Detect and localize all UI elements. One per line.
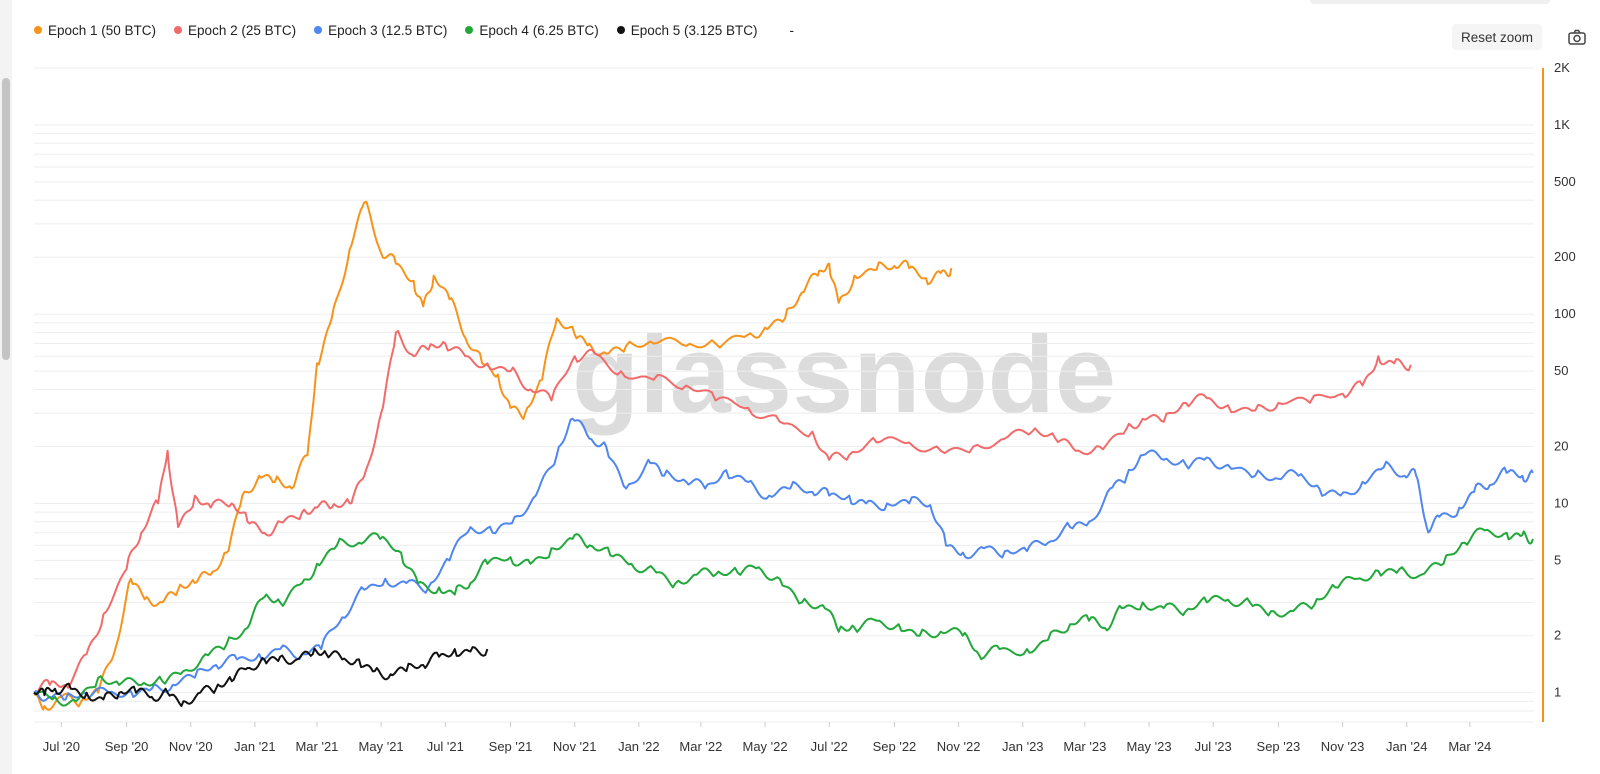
series-line-epoch3: [33, 417, 1534, 702]
legend-item-epoch3[interactable]: Epoch 3 (12.5 BTC): [314, 23, 447, 38]
scrollbar-thumb[interactable]: [2, 78, 10, 360]
y-tick-label: 2K: [1554, 60, 1570, 75]
x-tick-label: Jul '21: [427, 739, 464, 754]
x-tick-label: Jan '23: [1002, 739, 1044, 754]
legend-dot-epoch1: [34, 26, 42, 34]
top-panel-edge: [1310, 0, 1550, 4]
series-lines: [33, 200, 1534, 711]
x-tick-label: Jul '22: [811, 739, 848, 754]
x-axis: Jul '20 Sep '20 Nov '20 Jan '21 Mar '21 May '…: [43, 722, 1491, 754]
x-tick-label: Nov '22: [937, 739, 981, 754]
y-tick-label: 5: [1554, 552, 1561, 567]
x-tick-label: May '21: [359, 739, 404, 754]
x-tick-label: Jan '22: [618, 739, 660, 754]
legend-dot-epoch4: [465, 26, 474, 34]
x-tick-label: Jul '20: [43, 739, 80, 754]
legend-label-epoch3: Epoch 3 (12.5 BTC): [328, 22, 448, 38]
y-tick-label: 2: [1554, 628, 1561, 643]
y-tick-label: 100: [1554, 306, 1576, 321]
camera-icon[interactable]: [1566, 26, 1588, 48]
y-tick-label: 10: [1554, 495, 1568, 510]
legend-dot-epoch5: [616, 26, 625, 34]
x-tick-label: Jan '24: [1386, 739, 1428, 754]
series-line-epoch2: [33, 330, 1412, 695]
legend-item-epoch1[interactable]: Epoch 1 (50 BTC): [34, 23, 156, 38]
legend-item-epoch4[interactable]: Epoch 4 (6.25 BTC): [465, 22, 599, 38]
legend-item-epoch5[interactable]: Epoch 5 (3.125 BTC): [616, 22, 758, 38]
legend-dot-epoch3: [314, 26, 323, 34]
x-tick-label: Sep '21: [489, 739, 533, 754]
reset-zoom-button[interactable]: Reset zoom: [1452, 24, 1542, 50]
legend-label-epoch5: Epoch 5 (3.125 BTC): [630, 22, 758, 38]
x-tick-label: Sep '20: [105, 739, 149, 754]
legend-label-epoch1: Epoch 1 (50 BTC): [48, 22, 157, 38]
y-tick-label: 200: [1554, 249, 1576, 264]
y-tick-label: 1: [1554, 685, 1561, 700]
series-line-epoch4: [33, 527, 1534, 707]
x-tick-label: Mar '23: [1063, 739, 1106, 754]
x-tick-label: Jul '23: [1195, 739, 1232, 754]
watermark: glassnode: [572, 313, 1116, 436]
y-tick-label: 500: [1554, 174, 1576, 189]
x-tick-label: May '23: [1126, 739, 1171, 754]
x-tick-label: May '22: [743, 739, 788, 754]
legend-dot-epoch2: [174, 26, 183, 34]
y-tick-label: 50: [1554, 363, 1568, 378]
y-axis: 1 2 5 10 20 50 100 200 500 1K 2K: [1542, 60, 1576, 722]
legend-label-epoch2: Epoch 2 (25 BTC): [188, 22, 297, 38]
series-line-epoch5: [33, 646, 489, 707]
x-tick-label: Mar '24: [1448, 739, 1491, 754]
chart-legend: Epoch 1 (50 BTC) Epoch 2 (25 BTC) Epoch …: [34, 20, 794, 40]
x-tick-label: Jan '21: [234, 739, 276, 754]
x-tick-label: Sep '22: [873, 739, 917, 754]
y-tick-label: 20: [1554, 438, 1568, 453]
legend-item-epoch2[interactable]: Epoch 2 (25 BTC): [174, 23, 296, 38]
x-tick-label: Mar '21: [295, 739, 338, 754]
x-tick-label: Nov '21: [553, 739, 597, 754]
grid-lines: [34, 67, 1534, 723]
x-tick-label: Sep '23: [1257, 739, 1301, 754]
legend-label-epoch4: Epoch 4 (6.25 BTC): [479, 22, 599, 38]
x-tick-label: Mar '22: [679, 739, 722, 754]
x-tick-label: Nov '23: [1321, 739, 1365, 754]
legend-extra-value: -: [789, 22, 795, 38]
x-tick-label: Nov '20: [169, 739, 213, 754]
series-line-epoch1: [33, 200, 953, 711]
y-tick-label: 1K: [1554, 117, 1570, 132]
page-scrollbar[interactable]: [0, 0, 12, 774]
